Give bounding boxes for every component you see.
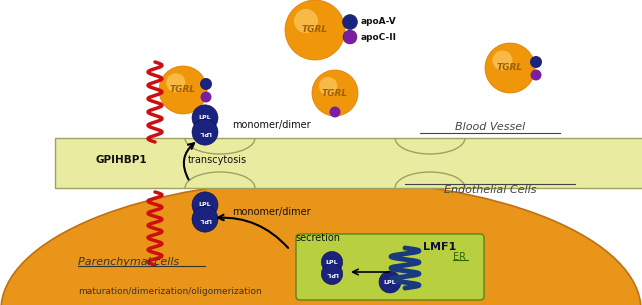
Text: LPL: LPL: [198, 217, 211, 222]
Ellipse shape: [1, 180, 641, 305]
Text: apoC-II: apoC-II: [361, 33, 397, 41]
Circle shape: [285, 0, 345, 60]
Circle shape: [192, 105, 218, 131]
Text: LMF1: LMF1: [423, 242, 456, 252]
Circle shape: [342, 15, 358, 30]
Circle shape: [322, 252, 343, 273]
Text: LPL: LPL: [198, 130, 211, 135]
Text: TGRL: TGRL: [302, 26, 328, 34]
Circle shape: [166, 73, 186, 92]
Circle shape: [200, 92, 211, 102]
Circle shape: [200, 78, 212, 90]
Circle shape: [159, 66, 207, 114]
Circle shape: [312, 70, 358, 116]
Text: Parenchymal cells: Parenchymal cells: [78, 257, 179, 267]
Text: ER: ER: [453, 252, 466, 262]
Text: LPL: LPL: [198, 115, 211, 120]
Text: LPL: LPL: [325, 271, 338, 276]
Text: transcytosis: transcytosis: [188, 155, 247, 165]
Text: GPIHBP1: GPIHBP1: [95, 155, 146, 165]
Text: apoA-V: apoA-V: [361, 17, 397, 27]
Text: monomer/dimer: monomer/dimer: [232, 120, 311, 130]
Text: LPL: LPL: [325, 260, 338, 265]
Text: TGRL: TGRL: [497, 63, 523, 73]
Circle shape: [379, 271, 401, 293]
Text: Endothelial Cells: Endothelial Cells: [444, 185, 536, 195]
Bar: [55, 138, 642, 188]
Text: TGRL: TGRL: [170, 85, 196, 95]
FancyBboxPatch shape: [296, 234, 484, 300]
Circle shape: [322, 263, 343, 285]
Circle shape: [319, 77, 337, 95]
Circle shape: [343, 30, 357, 44]
Circle shape: [192, 192, 218, 218]
Circle shape: [192, 119, 218, 145]
Circle shape: [530, 56, 542, 68]
Text: Blood Vessel: Blood Vessel: [455, 122, 525, 132]
Circle shape: [329, 106, 340, 117]
Circle shape: [530, 70, 541, 81]
Circle shape: [192, 206, 218, 232]
Text: monomer/dimer: monomer/dimer: [232, 207, 311, 217]
Text: secretion: secretion: [295, 233, 340, 243]
Circle shape: [492, 51, 512, 70]
Circle shape: [294, 9, 318, 33]
Text: LPL: LPL: [384, 279, 396, 285]
Circle shape: [485, 43, 535, 93]
Text: maturation/dimerization/oligomerization: maturation/dimerization/oligomerization: [78, 288, 262, 296]
Text: TGRL: TGRL: [322, 88, 348, 98]
Text: LPL: LPL: [198, 202, 211, 207]
